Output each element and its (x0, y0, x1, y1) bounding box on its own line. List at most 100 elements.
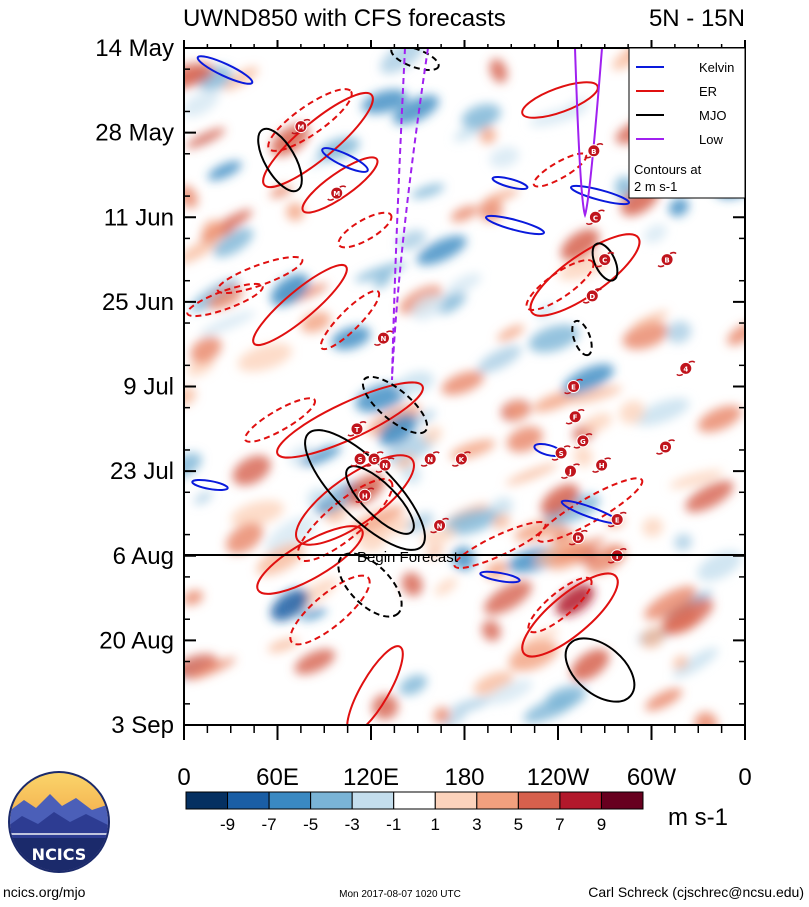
anomaly-patch (286, 202, 305, 221)
anomaly-patch (442, 508, 499, 536)
storm-letter: G (371, 456, 377, 464)
anomaly-patch (487, 679, 533, 705)
anomaly-patch (441, 370, 485, 396)
legend-note-line1: Contours at (634, 162, 702, 177)
y-tick-label: 9 Jul (123, 374, 174, 401)
colorbar-tick-label: -3 (345, 815, 360, 834)
anomaly-patch (644, 688, 683, 711)
anomaly-patch (505, 463, 558, 486)
anomaly-patch (265, 516, 316, 555)
anomaly-patch (331, 326, 371, 350)
legend-label: Kelvin (699, 60, 734, 75)
anomaly-patch (184, 68, 203, 83)
anomaly-core (560, 229, 600, 261)
storm-letter: M (297, 124, 304, 132)
storm-letter: D (663, 444, 669, 452)
storm-letter: I (616, 553, 619, 561)
storm-marker: D (582, 288, 602, 304)
low-contour (574, 48, 603, 219)
anomaly-patch (194, 491, 213, 505)
anomaly-patch (672, 655, 689, 670)
er-contour (276, 381, 424, 459)
anomaly-patch (385, 432, 436, 465)
storm-letter: N (427, 456, 433, 464)
anomaly-patch (450, 205, 478, 222)
colorbar-swatch (600, 791, 644, 810)
storm-marker: G (364, 451, 384, 467)
storm-letter: H (362, 492, 368, 500)
storm-marker: S (551, 445, 571, 461)
colorbar-tick-label: 3 (472, 815, 481, 834)
anomaly-patch (441, 711, 467, 725)
anomaly-patch (373, 274, 392, 289)
x-tick-label: 180 (444, 764, 484, 791)
anomaly-patch (199, 310, 256, 337)
storm-marker: C (595, 251, 615, 268)
colorbar-swatch (517, 791, 561, 810)
anomaly-patch (640, 626, 665, 649)
anomaly-patch (485, 560, 508, 580)
legend-note-line2: 2 m s-1 (634, 179, 677, 194)
y-tick-label: 28 May (95, 120, 174, 147)
x-tick-label: 0 (738, 764, 751, 791)
anomaly-patch (570, 385, 623, 404)
anomaly-patch (433, 707, 451, 724)
anomaly-patch (184, 89, 220, 118)
anomaly-patch (185, 127, 226, 149)
storm-marker: B (657, 251, 677, 268)
colorbar-swatch (268, 791, 312, 810)
colorbar-swatch (351, 791, 395, 810)
anomaly-patch (300, 608, 327, 621)
storm-marker: F (565, 408, 585, 425)
storm-letter: J (568, 468, 572, 476)
anomaly-patch (355, 383, 406, 413)
anomaly-patch (727, 322, 745, 346)
anomaly-patch (434, 577, 458, 596)
er-contour (536, 477, 644, 543)
kelvin-contour (196, 55, 254, 85)
anomaly-patch (622, 321, 669, 350)
colorbar-tick-label: -5 (303, 815, 318, 834)
colorbar-tick-label: 9 (597, 815, 606, 834)
er-contour (296, 478, 394, 562)
anomaly-core (555, 584, 595, 616)
anomaly-patch (399, 674, 428, 696)
anomaly-patch (232, 455, 271, 486)
anomaly-patch (619, 400, 645, 424)
colorbar-swatch (393, 791, 436, 810)
er-contour (521, 81, 599, 119)
colorbar-tick-label: -7 (262, 815, 277, 834)
footer-author: Carl Schreck (cjschrec@ncsu.edu) (588, 884, 804, 900)
er-contour (244, 397, 316, 443)
wave-filtered-contours (186, 48, 644, 725)
anomaly-patch (207, 286, 243, 310)
anomaly-patch (532, 390, 580, 413)
low-contour (391, 48, 429, 381)
anomaly-patch (436, 291, 466, 314)
colorbar-swatch (476, 791, 519, 810)
chart-title: UWND850 with CFS forecasts (183, 5, 506, 32)
anomaly-patch (632, 310, 669, 329)
anomaly-patch (492, 513, 511, 530)
storm-marker: S (350, 451, 370, 467)
kelvin-contour (484, 214, 546, 236)
kelvin-contour (479, 570, 521, 584)
er-contour (295, 454, 415, 546)
anomaly-patch (523, 695, 577, 723)
storm-marker: K (451, 451, 471, 467)
storm-letter: C (602, 257, 607, 265)
storm-letter: M (333, 190, 340, 198)
storm-letter: G (580, 438, 586, 446)
storm-marker: M (291, 118, 311, 135)
anomaly-patch (422, 426, 443, 444)
anomaly-patch (294, 648, 336, 675)
x-axis: 0 60E 120E 180 120W 60W 0 (177, 40, 752, 791)
er-contour (346, 645, 404, 725)
mjo-contour (361, 375, 429, 435)
storm-letter: E (571, 384, 576, 392)
storm-letter: D (589, 293, 595, 301)
anomaly-patch (416, 235, 467, 266)
storm-marker: T (347, 421, 367, 437)
mjo-contour (564, 637, 636, 703)
